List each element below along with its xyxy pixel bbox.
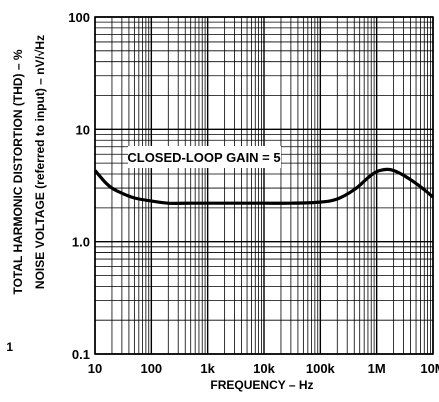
x-tick-label: 100 [140,361,162,376]
curve-layer [93,167,435,205]
x-tick-labels: 10 100 1k 10k 100k 1M 10M [88,361,439,376]
x-tick-label: 1k [200,361,215,376]
series-line [93,167,435,205]
x-tick-label: 10M [420,361,439,376]
y-axis-label-outer: TOTAL HARMONIC DISTORTION (THD) – % [11,49,25,294]
y-tick-label: 100 [68,10,90,25]
x-tick-label: 100k [306,361,336,376]
x-tick-label: 1M [368,361,386,376]
grid [94,16,434,355]
x-tick-label: 10 [88,361,102,376]
y-tick-label: 1.0 [72,235,90,250]
y-tick-labels: 100 10 1.0 0.1 [68,10,90,362]
y-tick-label: 0.1 [72,347,90,362]
left-edge-fragment: 1 [6,340,13,354]
annotation-label: CLOSED-LOOP GAIN = 5 [127,150,280,165]
y-tick-label: 10 [76,122,90,137]
annotation-box [128,146,281,168]
x-axis-label: FREQUENCY – Hz [210,378,313,392]
x-tick-label: 10k [253,361,275,376]
y-axis-label-inner: NOISE VOLTAGE (referred to input) – nV/√… [33,35,47,289]
plot-frame [94,16,434,355]
